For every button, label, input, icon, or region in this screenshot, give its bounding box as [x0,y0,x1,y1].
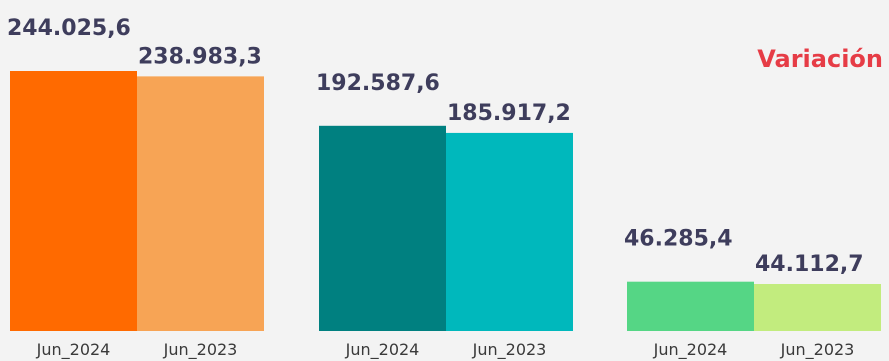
bar-1-jun-2023 [137,76,264,331]
value-label-2-1: 192.587,6 [316,71,440,96]
value-label-3-1: 46.285,4 [624,227,733,252]
x-tick-label-2-1: Jun_2024 [345,340,420,360]
bar-3-jun-2024 [627,281,754,331]
bar-2-jun-2023 [446,132,573,331]
x-tick-label-2-2: Jun_2023 [472,340,547,360]
value-label-2-2: 185.917,2 [447,101,571,126]
value-label-1-1: 244.025,6 [7,16,131,41]
bar-2-jun-2024 [319,125,446,331]
x-tick-label-1-1: Jun_2024 [36,340,111,360]
bar-3-jun-2023 [754,283,881,331]
x-tick-label-3-2: Jun_2023 [780,340,855,360]
x-tick-label-3-1: Jun_2024 [653,340,728,360]
value-label-1-2: 238.983,3 [138,44,262,69]
x-tick-label-1-2: Jun_2023 [163,340,238,360]
bar-1-jun-2024 [10,71,137,331]
variation-heading: Variación [757,45,883,73]
value-label-3-2: 44.112,7 [755,252,864,277]
